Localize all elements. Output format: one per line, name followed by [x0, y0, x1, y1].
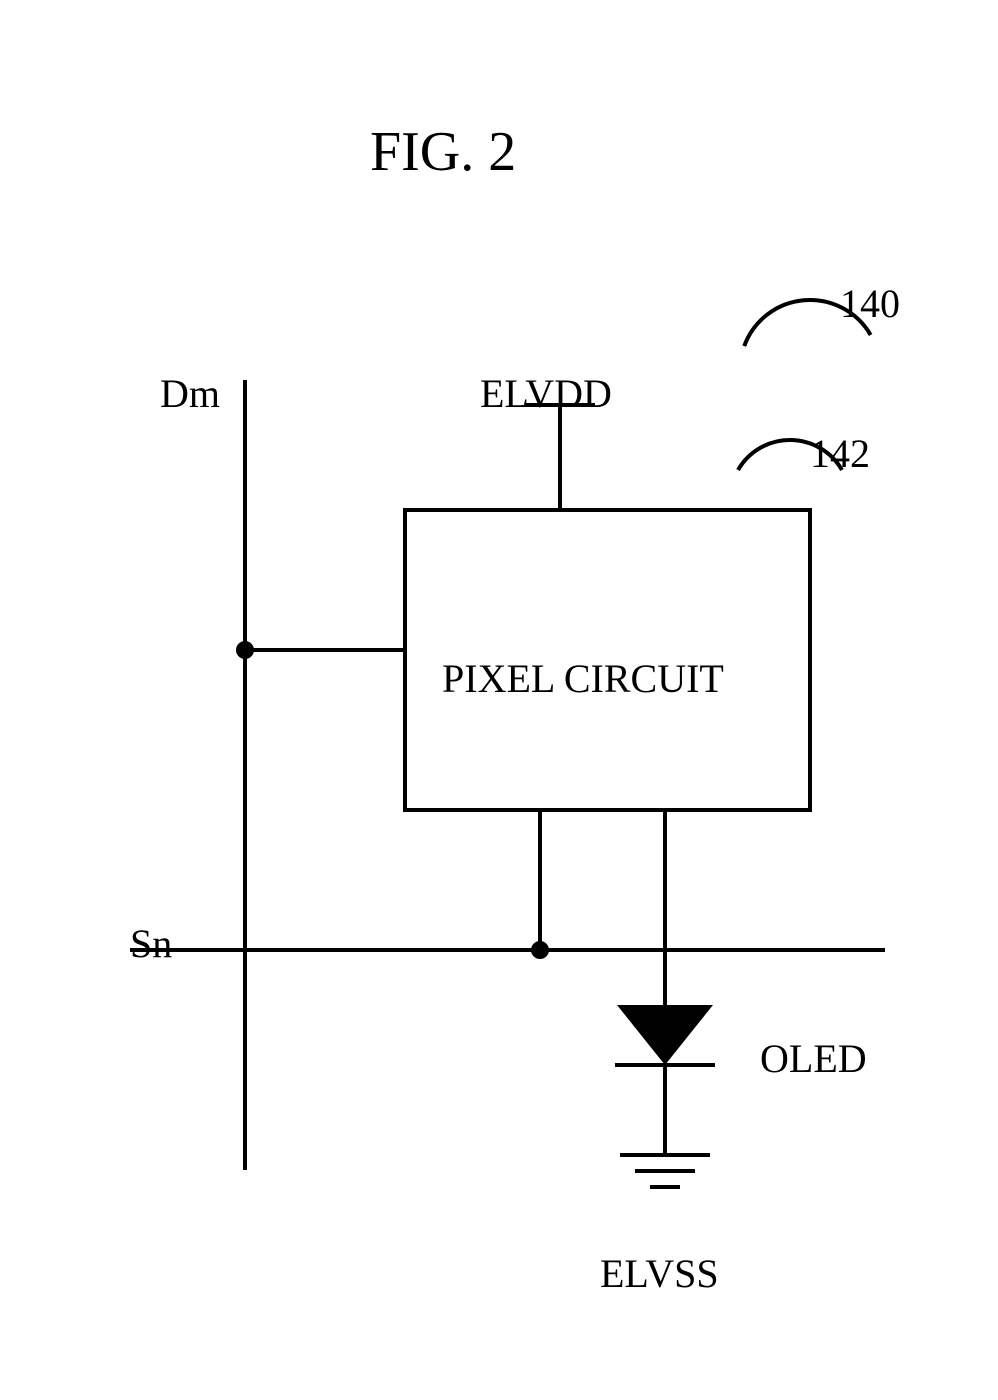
figure-title: FIG. 2 [370, 120, 516, 184]
ref-142-label: 142 [810, 430, 870, 477]
elvdd-label: ELVDD [480, 370, 612, 417]
oled-label: OLED [760, 1035, 867, 1082]
dm-label: Dm [160, 370, 220, 417]
ref-140-label: 140 [840, 280, 900, 327]
sn-label: Sn [130, 920, 172, 967]
pixel-circuit-box-label: PIXEL CIRCUIT [442, 655, 724, 702]
elvss-label: ELVSS [600, 1250, 719, 1297]
